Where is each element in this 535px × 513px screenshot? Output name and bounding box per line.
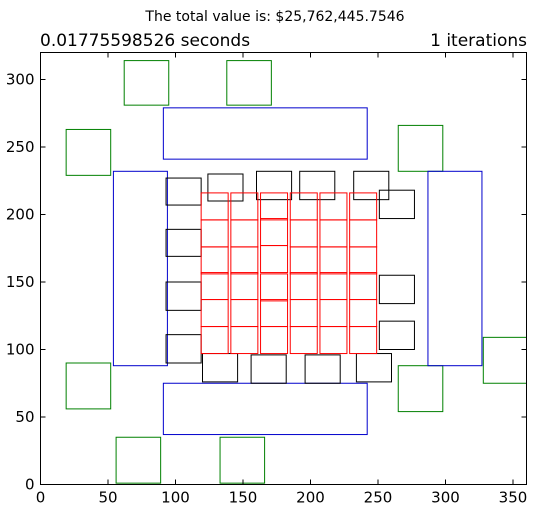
blue-rect-3 — [427, 170, 483, 367]
y-tick-label-1: 50 — [15, 408, 34, 426]
black-rect-13 — [304, 354, 341, 384]
red-rect-11 — [349, 219, 378, 248]
black-rect-5 — [378, 189, 415, 220]
red-rect-32 — [260, 326, 289, 355]
black-rect-14 — [355, 353, 392, 383]
red-rect-13 — [230, 246, 259, 275]
red-rect-6 — [200, 219, 229, 248]
red-rect-31 — [230, 326, 259, 355]
green-rect-3 — [397, 124, 444, 172]
red-rect-27 — [289, 299, 318, 328]
x-tick-label-0: 0 — [36, 489, 46, 507]
red-rect-34 — [319, 326, 348, 355]
green-rect-0 — [123, 60, 170, 106]
blue-rect-0 — [162, 107, 368, 160]
red-rect-19 — [230, 272, 259, 301]
red-rect-4 — [319, 192, 348, 221]
elapsed-time-title: 0.01775598526 seconds — [40, 31, 250, 51]
red-rect-17 — [349, 246, 378, 275]
iterations-title: 1 iterations — [430, 31, 527, 51]
y-tick-label-5: 250 — [6, 138, 35, 156]
black-rect-10 — [378, 320, 415, 350]
x-tick-label-6: 300 — [431, 489, 460, 507]
red-rect-14 — [260, 245, 289, 274]
rectangles — [65, 60, 527, 484]
red-rect-23 — [349, 272, 378, 301]
red-rect-26 — [260, 299, 289, 328]
blue-rect-2 — [112, 170, 168, 367]
x-tick-label-5: 250 — [364, 489, 393, 507]
x-tick-label-2: 100 — [161, 489, 190, 507]
y-tick-label-0: 0 — [25, 476, 35, 494]
y-tick-label-2: 100 — [6, 341, 35, 359]
red-rect-7 — [230, 219, 259, 248]
red-rect-18 — [200, 272, 229, 301]
red-rect-35 — [349, 326, 378, 355]
x-tick-label-4: 200 — [296, 489, 325, 507]
black-rect-8 — [165, 334, 202, 364]
black-rect-4 — [165, 177, 202, 206]
black-rect-7 — [165, 281, 202, 311]
red-rect-21 — [289, 272, 318, 301]
black-rect-12 — [250, 354, 287, 384]
red-rect-3 — [289, 192, 318, 221]
black-rect-9 — [378, 274, 415, 305]
red-rect-20 — [260, 273, 289, 302]
red-rect-24 — [200, 299, 229, 328]
red-rect-8 — [260, 218, 289, 247]
black-rect-11 — [202, 353, 239, 383]
blue-rect-1 — [162, 382, 368, 436]
red-rect-25 — [230, 299, 259, 328]
red-rect-15 — [289, 246, 318, 275]
y-tick-label-6: 300 — [6, 71, 35, 89]
red-rect-12 — [200, 246, 229, 275]
red-rect-9 — [289, 219, 318, 248]
suptitle: The total value is: $25,762,445.7546 — [144, 9, 404, 25]
y-tick-label-4: 200 — [6, 206, 35, 224]
x-tick-label-7: 350 — [499, 489, 528, 507]
axis-ticks: 0 50 100 150 200 250 300 350 0 50 100 150 200 250 300 — [6, 52, 528, 507]
black-rect-3 — [353, 170, 390, 201]
green-rect-1 — [226, 60, 272, 106]
red-rect-0 — [200, 192, 229, 221]
red-rect-28 — [319, 299, 348, 328]
green-rect-7 — [219, 436, 266, 484]
plot-frame — [40, 52, 527, 485]
green-rect-5 — [397, 365, 444, 413]
x-tick-label-1: 50 — [98, 489, 117, 507]
black-rect-0 — [207, 173, 244, 202]
red-rect-1 — [230, 192, 259, 221]
y-tick-label-3: 150 — [6, 273, 35, 291]
green-rect-8 — [482, 336, 527, 384]
green-rect-4 — [65, 362, 112, 410]
black-rect-6 — [165, 228, 202, 257]
x-tick-label-3: 150 — [229, 489, 258, 507]
red-rect-30 — [200, 326, 229, 355]
green-rect-2 — [65, 128, 112, 176]
red-rect-29 — [349, 299, 378, 328]
red-rect-10 — [319, 219, 348, 248]
red-rect-2 — [260, 192, 289, 221]
black-rect-1 — [256, 170, 293, 201]
red-rect-16 — [319, 246, 348, 275]
red-rect-33 — [289, 326, 318, 355]
green-rect-6 — [115, 436, 162, 484]
red-rect-22 — [319, 272, 348, 301]
